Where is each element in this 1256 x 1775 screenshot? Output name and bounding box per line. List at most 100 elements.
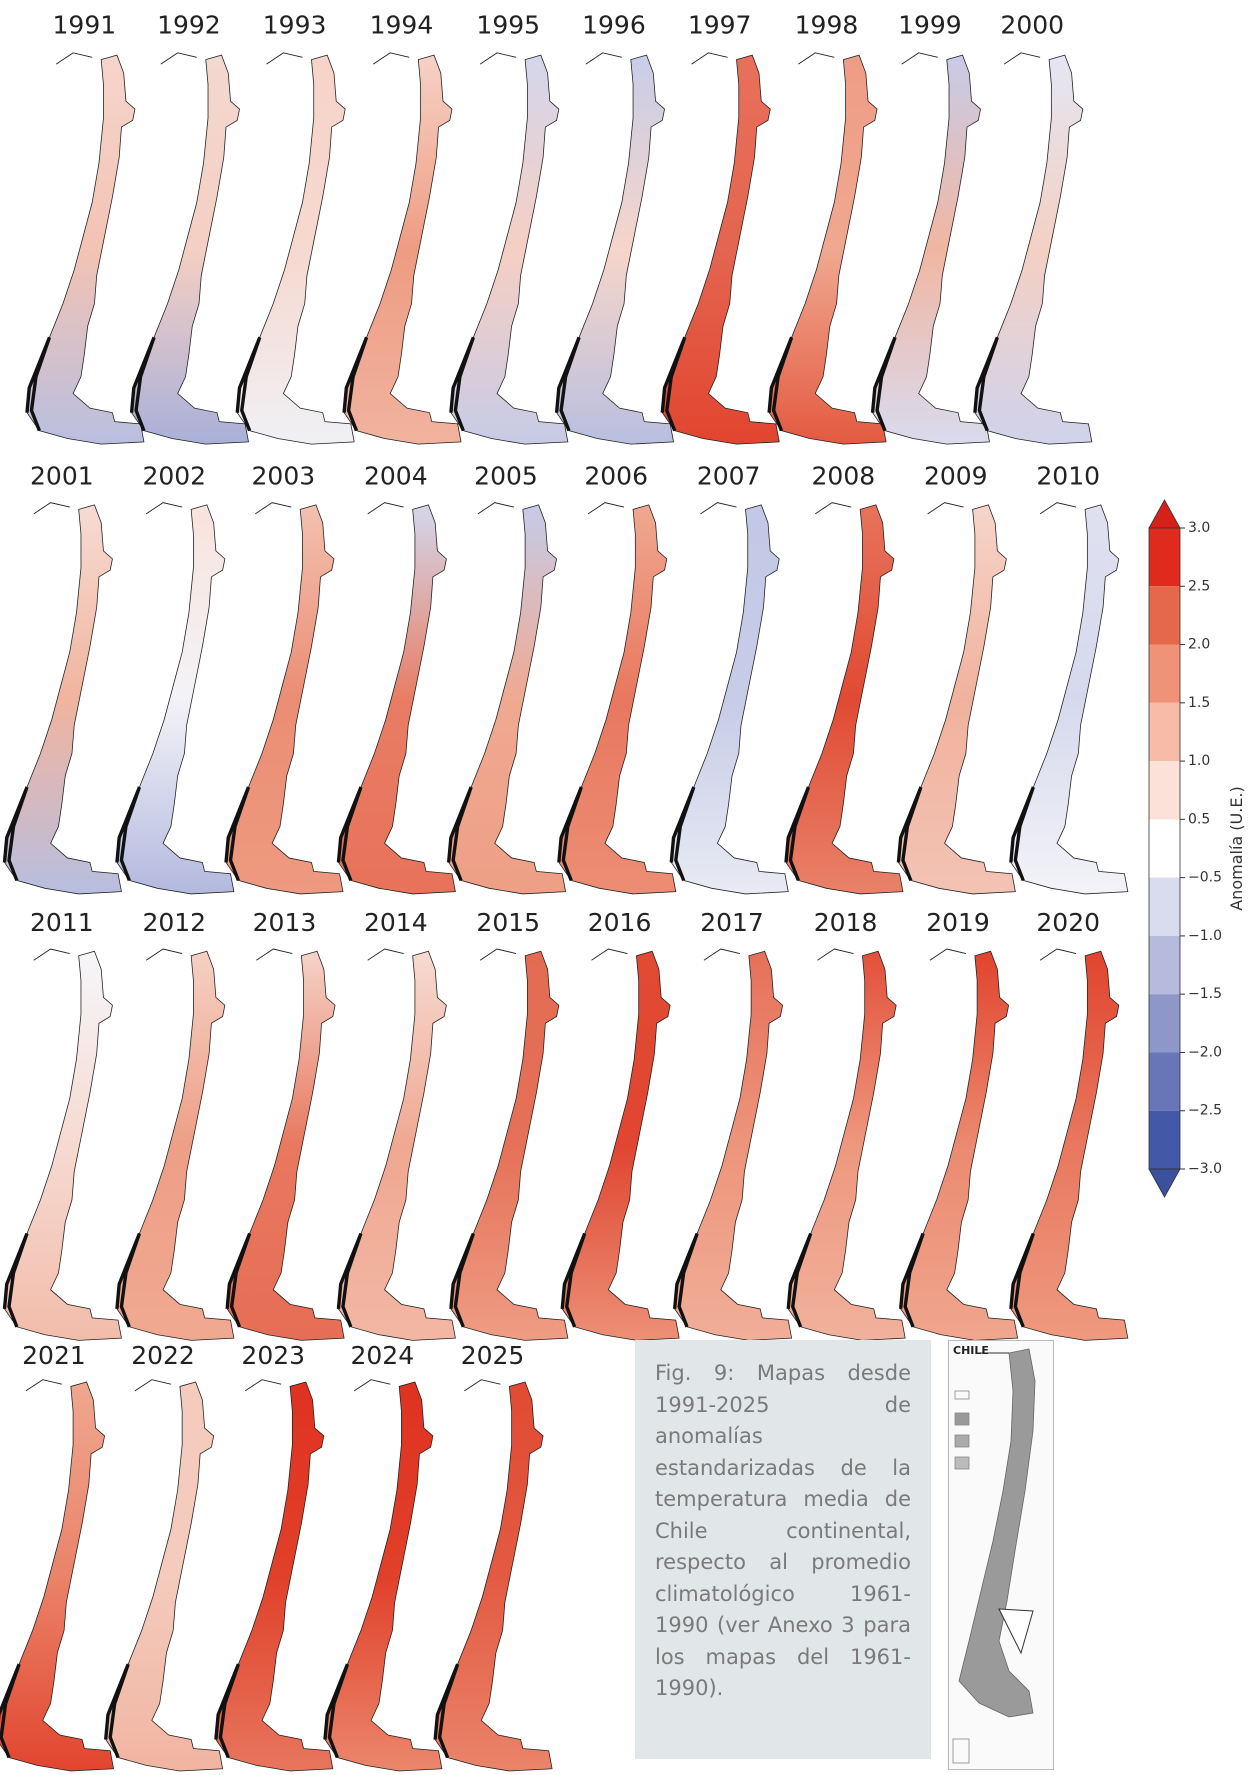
caption: Fig. 9: Mapas desde 1991-2025 de anomalí… [635,1340,931,1759]
colorbar-bin [1149,528,1180,586]
map [344,53,461,444]
map [226,503,343,894]
border-line [692,53,728,64]
colorbar-tick-label: 3.0 [1188,520,1210,536]
map [898,503,1015,894]
chile-map [901,951,1018,1340]
map [325,1380,442,1771]
map [559,503,676,894]
year-label: 2011 [30,908,94,937]
border-line [930,949,966,960]
chile-map [1011,951,1128,1340]
chile-map [4,505,121,894]
border-line [34,503,70,514]
chile-map [451,951,568,1340]
chile-map [898,505,1015,894]
year-label: 2004 [364,462,428,491]
map [216,1380,333,1771]
chile-map [227,951,344,1340]
chile-map [671,505,788,894]
map [27,53,144,444]
year-label: 2008 [812,462,876,491]
year-label: 2013 [253,908,317,937]
year-label: 1994 [370,11,434,40]
map [1011,503,1128,894]
year-label: 1993 [263,11,327,40]
chile-map [117,505,234,894]
chile-map [451,55,568,444]
chile-map [4,951,121,1340]
inset-label: CHILE [953,1344,989,1357]
chile-map [226,505,343,894]
border-line [373,53,409,64]
year-label: 1995 [476,11,540,40]
border-line [480,949,516,960]
map [1011,949,1128,1340]
colorbar-tick-label: −1.0 [1188,928,1222,944]
map [671,503,788,894]
border-line [255,503,291,514]
map [338,503,455,894]
chile-map [769,55,886,444]
map [0,1380,114,1771]
map [788,949,905,1340]
border-line [146,949,182,960]
border-line [256,949,292,960]
map [132,53,249,444]
chile-map [557,55,674,444]
colorbar-bin [1149,1052,1180,1110]
chile-map [562,951,679,1340]
map [786,503,903,894]
map [557,53,674,444]
chile-map [435,1382,552,1771]
map [662,53,779,444]
border-line [266,53,302,64]
chile-map [338,951,455,1340]
year-label: 1997 [688,11,752,40]
year-label: 2018 [814,908,878,937]
figure: 1991199219931994199519961997199819992000… [0,0,1256,1775]
map [106,1380,223,1771]
border-line [26,1380,62,1391]
chile-map [873,55,990,444]
border-line [146,503,182,514]
border-line [480,53,516,64]
border-line [817,949,853,960]
year-label: 2022 [131,1341,195,1370]
chile-map [344,55,461,444]
map [451,949,568,1340]
year-label: 2009 [924,462,988,491]
colorbar-label: Anomalía (U.E.) [1227,786,1246,911]
year-label: 2000 [1000,11,1064,40]
colorbar-tick-label: −2.5 [1188,1103,1222,1119]
year-label: 2005 [474,462,538,491]
chile-map [106,1382,223,1771]
colorbar-extend-bottom [1149,1169,1180,1197]
colorbar-bin [1149,1111,1180,1169]
border-line [815,503,851,514]
colorbar-bin [1149,819,1180,877]
colorbar-bin [1149,703,1180,761]
map [449,503,566,894]
map [562,949,679,1340]
colorbar-bin [1149,994,1180,1052]
border-line [928,503,964,514]
year-label: 2010 [1036,462,1100,491]
border-line [161,53,197,64]
year-label: 2025 [461,1341,525,1370]
year-label: 2023 [241,1341,305,1370]
page: Mapas de anomalías {"maps":[ {"year":"19… [0,0,1256,1775]
map [451,53,568,444]
colorbar-tick-label: 1.0 [1188,753,1210,769]
border-line [368,503,404,514]
chile-map [27,55,144,444]
border-line [34,949,70,960]
border-line [701,503,737,514]
colorbar-bin [1149,878,1180,936]
year-label: 2007 [697,462,761,491]
colorbar-extend-top [1149,500,1180,528]
border-line [245,1380,281,1391]
colorbar-bin [1149,761,1180,819]
border-line [1040,503,1076,514]
chile-map [216,1382,333,1771]
